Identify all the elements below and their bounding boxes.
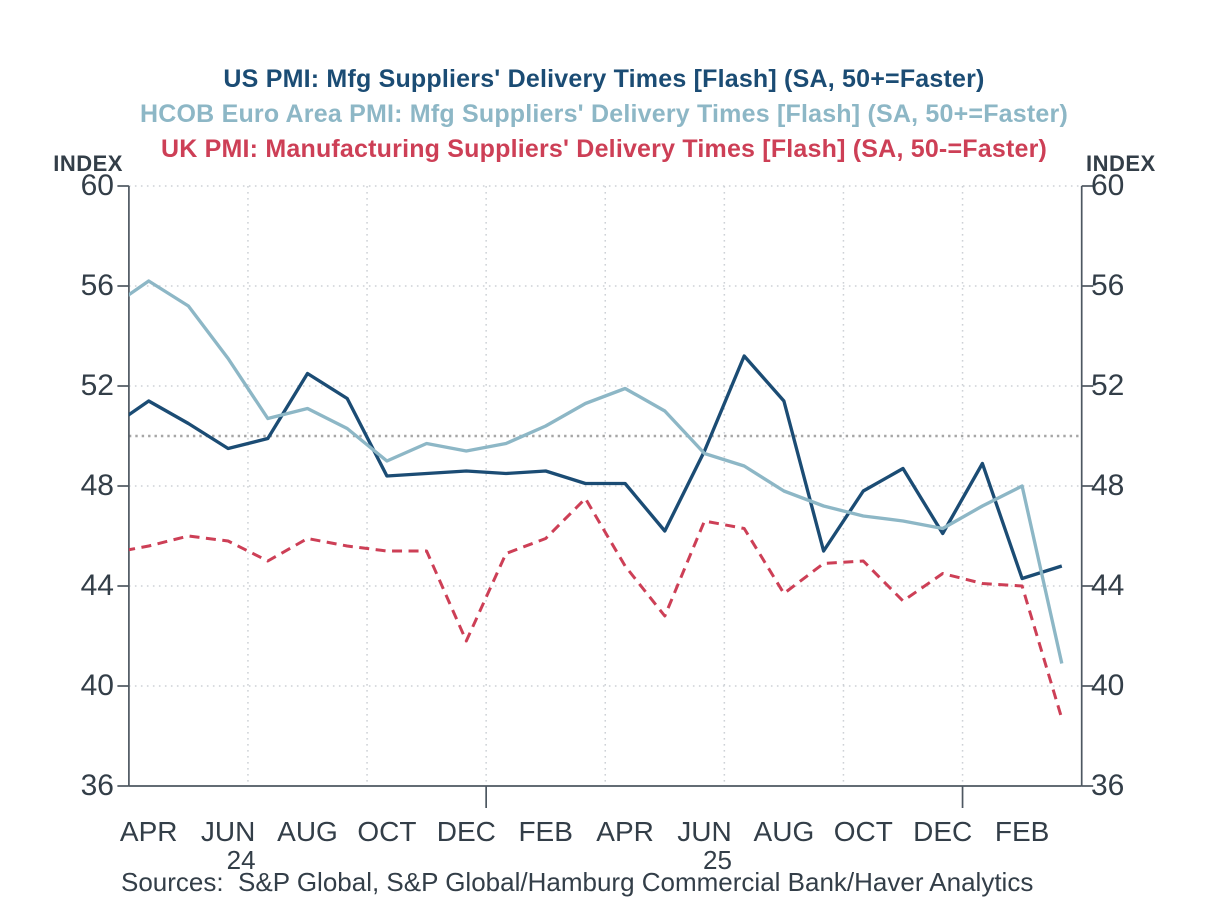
right-axis-header: INDEX bbox=[1086, 151, 1156, 176]
y-tick-label: 40 bbox=[80, 669, 114, 702]
y-tick-label: 52 bbox=[80, 369, 114, 402]
y-tick-label: 48 bbox=[1091, 469, 1125, 502]
x-tick-label: OCT bbox=[833, 816, 893, 847]
y-tick-label: 52 bbox=[1091, 369, 1125, 402]
year-label: 25 bbox=[703, 845, 732, 875]
x-tick-label: OCT bbox=[357, 816, 417, 847]
left-axis-header: INDEX bbox=[53, 151, 123, 176]
x-tick-label: DEC bbox=[436, 816, 496, 847]
chart-title-uk: UK PMI: Manufacturing Suppliers' Deliver… bbox=[160, 135, 1048, 163]
y-tick-label: 48 bbox=[80, 469, 114, 502]
x-tick-label: JUN bbox=[677, 816, 732, 847]
y-tick-label: 56 bbox=[1091, 269, 1125, 302]
chart-title-euro-area: HCOB Euro Area PMI: Mfg Suppliers' Deliv… bbox=[140, 100, 1068, 128]
x-tick-label: APR bbox=[119, 816, 178, 847]
y-tick-label: 56 bbox=[80, 269, 114, 302]
chart-title-us: US PMI: Mfg Suppliers' Delivery Times [F… bbox=[223, 65, 985, 93]
x-tick-label: DEC bbox=[913, 816, 973, 847]
y-tick-label: 36 bbox=[80, 769, 114, 802]
year-label: 24 bbox=[226, 845, 256, 875]
y-tick-label: 44 bbox=[1091, 569, 1125, 602]
x-tick-label: AUG bbox=[277, 816, 338, 847]
source-note: Sources: S&P Global, S&P Global/Hamburg … bbox=[121, 867, 1034, 897]
uk-series-line bbox=[128, 497, 1064, 719]
y-tick-label: 60 bbox=[80, 169, 114, 202]
y-tick-label: 60 bbox=[1091, 169, 1125, 202]
y-tick-label: 36 bbox=[1091, 769, 1125, 802]
x-tick-label: APR bbox=[596, 816, 654, 847]
x-tick-label: FEB bbox=[518, 816, 573, 847]
us-series-line bbox=[128, 354, 1063, 581]
x-tick-label: FEB bbox=[994, 816, 1050, 847]
y-tick-label: 44 bbox=[80, 569, 114, 602]
x-tick-label: JUN bbox=[200, 816, 256, 847]
x-tick-label: AUG bbox=[753, 816, 815, 847]
y-tick-label: 40 bbox=[1091, 669, 1125, 702]
euro-area-series-line bbox=[128, 279, 1064, 664]
